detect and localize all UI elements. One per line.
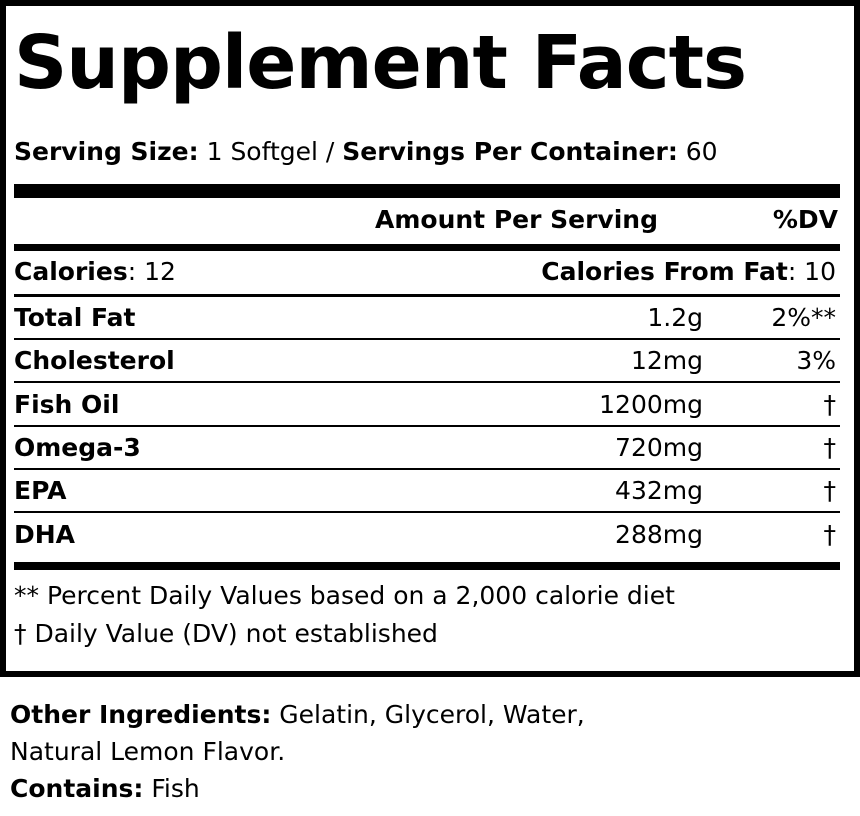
nutrient-row: EPA 432mg † [14, 471, 840, 511]
serving-info: Serving Size: 1 Softgel / Servings Per C… [14, 134, 718, 170]
supplement-facts-panel [0, 0, 860, 677]
contains-label: Contains: [10, 774, 144, 803]
other-ingredients-line2: Natural Lemon Flavor. [10, 737, 286, 766]
servings-per-container-label: Servings Per Container: [342, 137, 678, 166]
medium-divider [14, 244, 840, 251]
row-divider [14, 511, 840, 514]
nutrient-row: Omega-3 720mg † [14, 428, 840, 468]
nutrient-amount: 432mg [615, 476, 703, 506]
nutrient-dv: † [823, 519, 837, 549]
footnote-percent-dv: ** Percent Daily Values based on a 2,000… [14, 581, 675, 610]
other-ingredients-value: Gelatin, Glycerol, Water, [271, 700, 585, 729]
nutrient-name: DHA [14, 519, 76, 549]
footnote-dv-not-established: † Daily Value (DV) not established [14, 619, 438, 648]
nutrient-dv: † [823, 389, 837, 419]
amount-per-serving-header: Amount Per Serving [375, 205, 658, 234]
row-divider [14, 467, 840, 470]
nutrient-name: Total Fat [14, 303, 136, 332]
nutrient-row: Fish Oil 1200mg † [14, 385, 840, 425]
bottom-thick-divider [14, 562, 840, 570]
serving-size-value: 1 Softgel / [198, 137, 343, 166]
other-ingredients: Other Ingredients: Gelatin, Glycerol, Wa… [10, 696, 585, 733]
calories-row: Calories: 12 Calories From Fat: 10 [14, 252, 840, 292]
nutrient-name: Cholesterol [14, 346, 175, 376]
nutrient-dv: 2%** [771, 303, 836, 332]
nutrient-row: Cholesterol 12mg 3% [14, 341, 840, 381]
servings-per-container-value: 60 [677, 137, 718, 166]
calories-value: : 12 [127, 257, 176, 286]
serving-size-label: Serving Size: [14, 137, 199, 166]
nutrient-row: DHA 288mg † [14, 515, 840, 555]
thick-divider [14, 184, 840, 198]
row-divider [14, 424, 840, 427]
nutrient-amount: 12mg [630, 346, 703, 376]
nutrient-dv: † [823, 476, 837, 506]
nutrient-amount: 288mg [615, 519, 703, 549]
nutrient-dv: † [823, 432, 837, 462]
nutrient-name: EPA [14, 476, 67, 506]
nutrient-amount: 1.2g [647, 303, 703, 332]
nutrient-dv: 3% [796, 346, 836, 376]
nutrient-name: Omega-3 [14, 432, 141, 462]
nutrient-amount: 1200mg [599, 389, 703, 419]
calories-from-fat-label: Calories From Fat [541, 257, 788, 286]
nutrient-name: Fish Oil [14, 389, 120, 419]
row-divider [14, 338, 840, 340]
row-divider [14, 381, 840, 384]
dv-header: %DV [772, 205, 838, 234]
calories-from-fat-value: : 10 [787, 257, 836, 286]
nutrient-row: Total Fat 1.2g 2%** [14, 298, 840, 338]
other-ingredients-label: Other Ingredients: [10, 700, 272, 729]
panel-title: Supplement Facts [14, 20, 747, 106]
thin-divider [14, 294, 840, 297]
nutrient-amount: 720mg [615, 432, 703, 462]
contains-value: Fish [143, 774, 200, 803]
calories-label: Calories [14, 257, 128, 286]
contains: Contains: Fish [10, 770, 200, 807]
